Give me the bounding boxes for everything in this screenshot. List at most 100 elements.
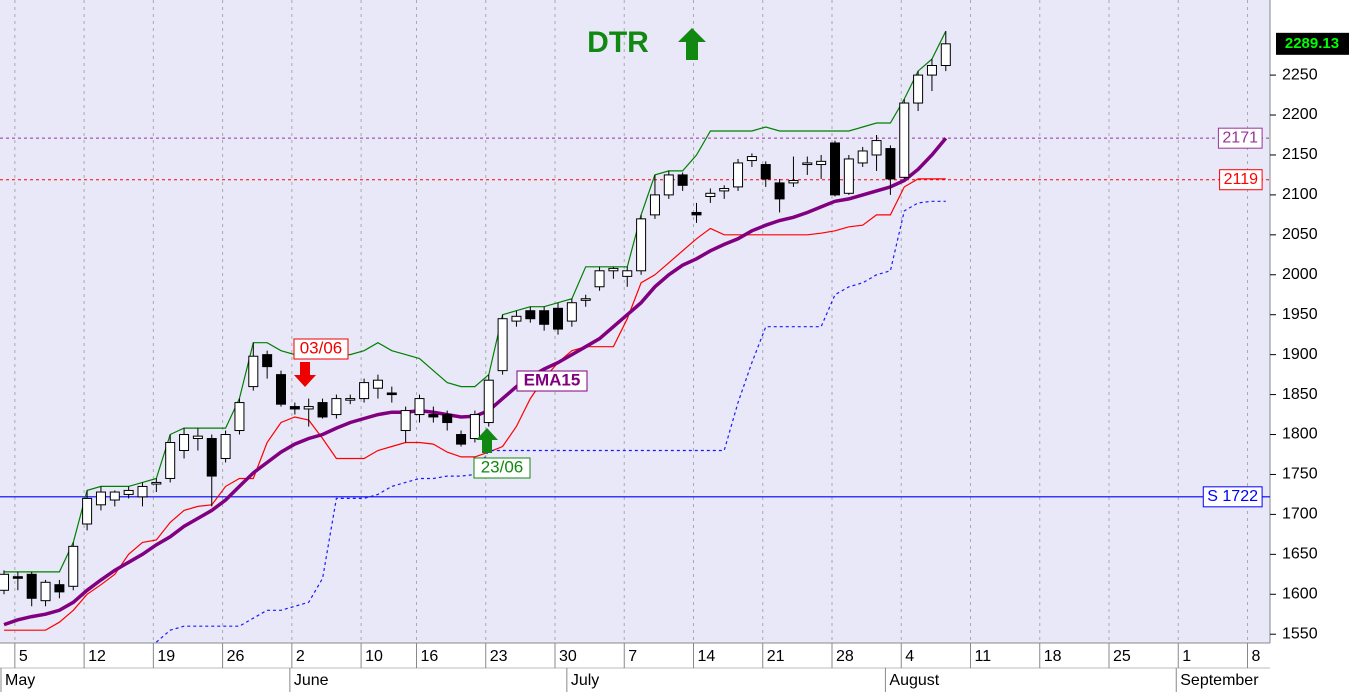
y-tick-label: 2100 <box>1282 186 1318 203</box>
candle-body <box>691 211 702 216</box>
candle-body <box>68 545 79 587</box>
candle-body <box>594 270 605 288</box>
candle-body <box>885 148 896 180</box>
y-tick-label: 1850 <box>1282 386 1318 403</box>
x-tick-label: 21 <box>767 648 785 665</box>
y-tick-label: 1650 <box>1282 546 1318 563</box>
candle-body <box>414 398 425 416</box>
candle-body <box>248 355 259 388</box>
y-tick-label: 1600 <box>1282 585 1318 602</box>
candle-body <box>40 581 51 602</box>
x-tick-label: 11 <box>975 648 992 665</box>
last-price-box <box>1276 32 1349 55</box>
candle-body <box>663 174 674 196</box>
channel-line <box>155 200 946 643</box>
candle-body <box>220 434 231 459</box>
candle-body <box>317 402 328 418</box>
sell-arrow <box>294 362 316 387</box>
buy-label: 23/06 <box>481 457 524 476</box>
candle-body <box>331 398 342 416</box>
sell-signal: 03/06 <box>293 338 349 387</box>
month-label: August <box>889 672 939 689</box>
month-label: July <box>571 672 599 689</box>
y-tick-label: 2050 <box>1282 226 1318 243</box>
buy-arrow <box>476 428 498 453</box>
candle-body <box>26 573 37 599</box>
candle-body <box>151 481 162 485</box>
candle-body <box>82 497 93 525</box>
candle-body <box>926 64 937 76</box>
x-tick-label: 19 <box>157 648 175 665</box>
candle-body <box>622 270 633 277</box>
candle-body <box>497 318 508 372</box>
level-label-box <box>1202 486 1263 508</box>
month-label: May <box>5 672 35 689</box>
candle-body <box>54 584 65 593</box>
candle-body <box>843 158 854 194</box>
candle-body <box>816 160 827 166</box>
candle-body <box>940 43 951 66</box>
candle-body <box>372 379 383 389</box>
buy-label-box <box>473 457 531 479</box>
y-tick-label: 1950 <box>1282 306 1318 323</box>
candles <box>0 31 951 607</box>
candle-body <box>165 442 176 479</box>
level-label: S 1722 <box>1207 488 1258 505</box>
candle-body <box>566 302 577 322</box>
x-tick-label: 12 <box>88 648 106 665</box>
x-tick-label: 1 <box>1182 648 1191 665</box>
level-label-box <box>1217 127 1263 149</box>
candle-body <box>123 489 134 495</box>
candle-body <box>303 406 314 410</box>
y-tick-label: 2250 <box>1282 66 1318 83</box>
y-tick-label: 2150 <box>1282 146 1318 163</box>
x-tick-label: 2 <box>296 648 305 665</box>
x-tick-label: 28 <box>836 648 854 665</box>
candle-body <box>345 398 356 401</box>
last-price-label: 2289.13 <box>1285 35 1339 52</box>
candle-body <box>262 354 273 368</box>
candle-body <box>428 414 439 418</box>
candle-body <box>95 491 106 506</box>
candle-body <box>525 310 536 320</box>
candle-body <box>109 491 120 501</box>
y-axis-panel <box>1270 0 1350 643</box>
candle-body <box>359 382 370 400</box>
chart-title: DTR <box>587 26 649 59</box>
x-tick-label: 14 <box>698 648 716 665</box>
plot-area <box>0 0 1270 643</box>
candle-body <box>137 485 148 498</box>
candle-body <box>719 188 730 192</box>
candle-body <box>746 156 757 162</box>
y-tick-label: 1900 <box>1282 346 1318 363</box>
candle-body <box>774 182 785 200</box>
y-tick-label: 1800 <box>1282 426 1318 443</box>
y-tick-label: 2200 <box>1282 106 1318 123</box>
candle-body <box>857 150 868 164</box>
title-group: DTR <box>587 26 706 60</box>
ema-label-box <box>516 370 588 392</box>
candle-body <box>733 162 744 188</box>
candle-body <box>0 573 9 591</box>
channel-line <box>4 178 946 631</box>
sell-label-box <box>293 338 349 360</box>
candle-body <box>276 374 286 405</box>
candle-body <box>899 102 910 178</box>
candle-body <box>788 180 799 184</box>
y-tick-label: 1700 <box>1282 506 1318 523</box>
x-tick-label: 23 <box>490 648 508 665</box>
candle-body <box>12 576 23 579</box>
x-tick-label: 8 <box>1252 648 1261 665</box>
candle-body <box>442 414 453 424</box>
candle-body <box>636 218 647 272</box>
x-tick-label: 16 <box>421 648 439 665</box>
candle-body <box>234 402 245 432</box>
level-label: 2119 <box>1224 171 1259 188</box>
x-tick-label: 25 <box>1113 648 1131 665</box>
candle-body <box>871 140 882 156</box>
candle-body <box>456 434 467 445</box>
candle-body <box>802 162 813 166</box>
candle-body <box>289 406 300 410</box>
